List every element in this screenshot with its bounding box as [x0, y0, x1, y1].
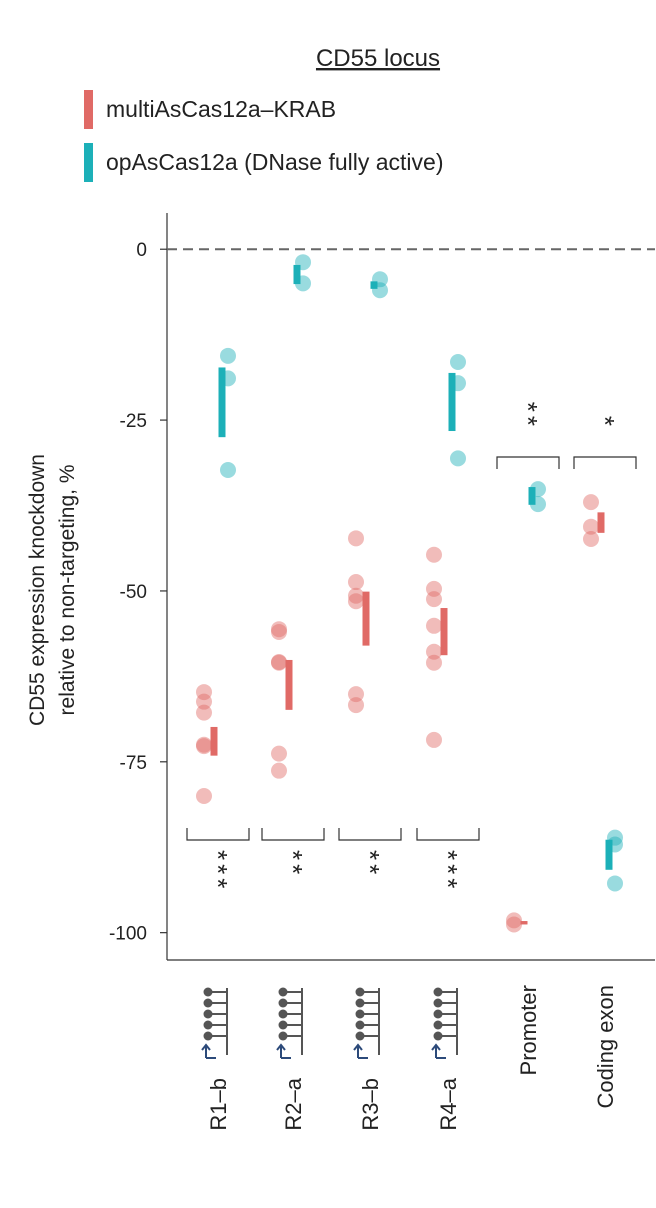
significance-bracket — [496, 456, 560, 469]
mean-bar — [448, 372, 456, 432]
data-point — [426, 654, 442, 671]
x-tick-label: R3–b — [358, 1078, 383, 1131]
data-point — [348, 593, 364, 610]
significance-stars: ** — [513, 402, 543, 430]
significance-bracket — [338, 828, 402, 841]
mean-bar — [520, 921, 528, 925]
significance-stars: ** — [355, 850, 385, 878]
data-point — [426, 580, 442, 597]
y-axis-label: relative to non-targeting, % — [56, 465, 79, 716]
guide-array-icon — [353, 987, 380, 1059]
data-point — [506, 916, 522, 933]
legend-title: CD55 locus — [316, 45, 440, 72]
data-point — [271, 745, 287, 762]
significance-bracket — [186, 828, 250, 841]
data-point — [348, 587, 364, 604]
data-point — [220, 461, 236, 478]
data-point — [271, 762, 287, 779]
x-tick-label: R1–b — [206, 1078, 231, 1131]
significance-bracket — [261, 828, 325, 841]
x-tick-label: R4–a — [436, 1077, 461, 1130]
mean-bar — [362, 591, 370, 646]
data-point — [583, 494, 599, 511]
legend-label: opAsCas12a (DNase fully active) — [106, 149, 443, 175]
data-point — [426, 731, 442, 748]
mean-bar — [597, 512, 605, 533]
data-point — [450, 353, 466, 370]
guide-array-icon — [201, 987, 228, 1059]
significance-stars: *** — [433, 850, 463, 892]
significance-bracket — [573, 456, 637, 469]
y-tick-label: -75 — [120, 753, 147, 774]
data-point — [583, 518, 599, 535]
y-tick-label: 0 — [136, 240, 147, 261]
data-point — [348, 530, 364, 547]
y-tick-label: -100 — [109, 924, 147, 945]
data-point — [426, 617, 442, 634]
data-point — [583, 531, 599, 548]
data-point — [348, 697, 364, 714]
x-tick-label: Coding exon — [593, 985, 618, 1109]
mean-bar — [293, 264, 301, 285]
data-point — [271, 654, 287, 671]
data-point — [271, 621, 287, 638]
legend-swatch — [84, 143, 93, 182]
y-tick-label: -25 — [120, 411, 147, 432]
data-point — [271, 654, 287, 671]
significance-stars: ** — [278, 850, 308, 878]
mean-bar — [605, 839, 613, 870]
data-point — [348, 686, 364, 703]
mean-bar — [210, 726, 218, 756]
x-tick-label: R2–a — [281, 1077, 306, 1130]
data-point — [196, 736, 212, 753]
data-point — [450, 450, 466, 467]
data-point — [196, 693, 212, 710]
guide-array-icon — [276, 987, 303, 1059]
x-tick-label: Promoter — [516, 985, 541, 1075]
mean-bar — [218, 367, 226, 438]
significance-bracket — [416, 828, 480, 841]
guide-array-icon — [431, 987, 458, 1059]
mean-bar — [528, 487, 536, 505]
y-tick-label: -50 — [120, 582, 147, 603]
data-point — [271, 623, 287, 640]
data-point — [196, 684, 212, 701]
data-point — [426, 546, 442, 563]
mean-bar — [285, 659, 293, 710]
y-axis-label: CD55 expression knockdown — [26, 454, 49, 726]
data-point — [607, 875, 623, 892]
data-point — [196, 704, 212, 721]
mean-bar — [440, 608, 448, 656]
significance-stars: *** — [203, 850, 233, 892]
data-point — [348, 574, 364, 591]
data-point — [196, 787, 212, 804]
legend-label: multiAsCas12a–KRAB — [106, 96, 336, 122]
data-point — [196, 738, 212, 755]
data-point — [426, 591, 442, 608]
data-point — [426, 643, 442, 660]
data-point — [506, 912, 522, 929]
legend-swatch — [84, 90, 93, 129]
mean-bar — [370, 281, 378, 289]
significance-stars: * — [590, 416, 620, 430]
data-point — [220, 347, 236, 364]
